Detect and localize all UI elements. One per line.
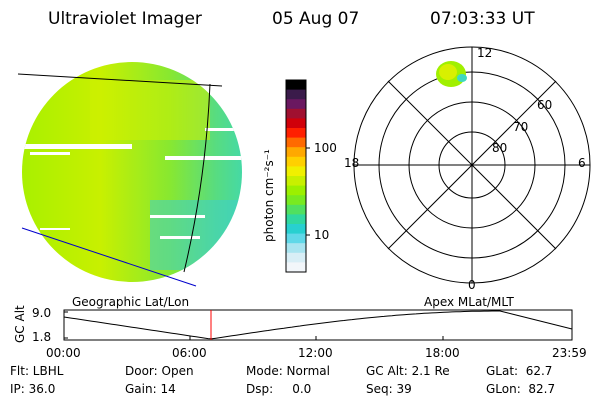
colorbar-band bbox=[286, 128, 306, 139]
mlat-label-60: 60 bbox=[537, 98, 553, 112]
polar-caption: Apex MLat/MLT bbox=[424, 295, 514, 309]
colorbar-unit-label: photon cm⁻²s⁻¹ bbox=[262, 149, 276, 242]
timeline-xtick-1200: 12:00 bbox=[298, 346, 333, 360]
colorbar-band bbox=[286, 224, 306, 235]
polar-emission bbox=[436, 61, 467, 87]
colorbar-band bbox=[286, 118, 306, 129]
colorbar-band bbox=[286, 156, 306, 167]
polar-plot bbox=[353, 46, 591, 284]
mlt-label-0: 0 bbox=[468, 278, 476, 292]
status-glon: GLon: 82.7 bbox=[486, 382, 556, 396]
colorbar-band bbox=[286, 185, 306, 196]
colorbar-band bbox=[286, 233, 306, 244]
colorbar-band bbox=[286, 99, 306, 110]
colorbar-band bbox=[286, 89, 306, 100]
instrument-title: Ultraviolet Imager bbox=[48, 9, 202, 29]
status-glat: GLat: 62.7 bbox=[486, 364, 553, 378]
timeline-ytick-bottom: 1.8 bbox=[32, 330, 52, 344]
mlt-label-12: 12 bbox=[477, 46, 493, 60]
timeline-xtick-2359: 23:59 bbox=[552, 346, 587, 360]
mlat-label-70: 70 bbox=[513, 120, 529, 134]
map-caption: Geographic Lat/Lon bbox=[72, 295, 190, 309]
timeline-ylabel: GC Alt bbox=[13, 305, 27, 343]
colorbar-frame bbox=[285, 79, 307, 273]
colorbar-tick-label-100: 100 bbox=[314, 141, 337, 155]
colorbar-band bbox=[286, 252, 306, 263]
mlat-label-80: 80 bbox=[492, 141, 508, 155]
status-dsp: Dsp: 0.0 bbox=[246, 382, 312, 396]
colorbar-band bbox=[286, 243, 306, 254]
colorbar-band bbox=[286, 147, 306, 158]
colorbar-band bbox=[286, 262, 306, 273]
colorbar-band bbox=[286, 108, 306, 119]
colorbar-band bbox=[286, 195, 306, 206]
colorbar-band bbox=[286, 176, 306, 187]
colorbar-band bbox=[286, 214, 306, 225]
timeline-xtick-0000: 00:00 bbox=[46, 346, 81, 360]
status-filter: Flt: LBHL bbox=[10, 364, 64, 378]
status-seq: Seq: 39 bbox=[366, 382, 412, 396]
status-gc-alt: GC Alt: 2.1 Re bbox=[366, 364, 450, 378]
colorbar-band bbox=[286, 204, 306, 215]
timeline-xtick-0600: 06:00 bbox=[172, 346, 207, 360]
uv-earth-image bbox=[17, 62, 242, 287]
mlt-label-18: 18 bbox=[344, 156, 360, 170]
date-label: 05 Aug 07 bbox=[272, 9, 360, 29]
mlt-label-6: 6 bbox=[578, 156, 586, 170]
colorbar-band bbox=[286, 166, 306, 177]
timeline-ytick-top: 9.0 bbox=[32, 306, 52, 320]
altitude-timeline bbox=[63, 309, 573, 341]
colorbar bbox=[286, 80, 306, 273]
status-gain: Gain: 14 bbox=[125, 382, 176, 396]
colorbar-band bbox=[286, 80, 306, 91]
time-label: 07:03:33 UT bbox=[430, 9, 535, 29]
status-door: Door: Open bbox=[125, 364, 194, 378]
status-ip: IP: 36.0 bbox=[10, 382, 56, 396]
colorbar-tick-label-10: 10 bbox=[314, 228, 330, 242]
colorbar-band bbox=[286, 137, 306, 148]
status-mode: Mode: Normal bbox=[246, 364, 330, 378]
timeline-xtick-1800: 18:00 bbox=[425, 346, 460, 360]
